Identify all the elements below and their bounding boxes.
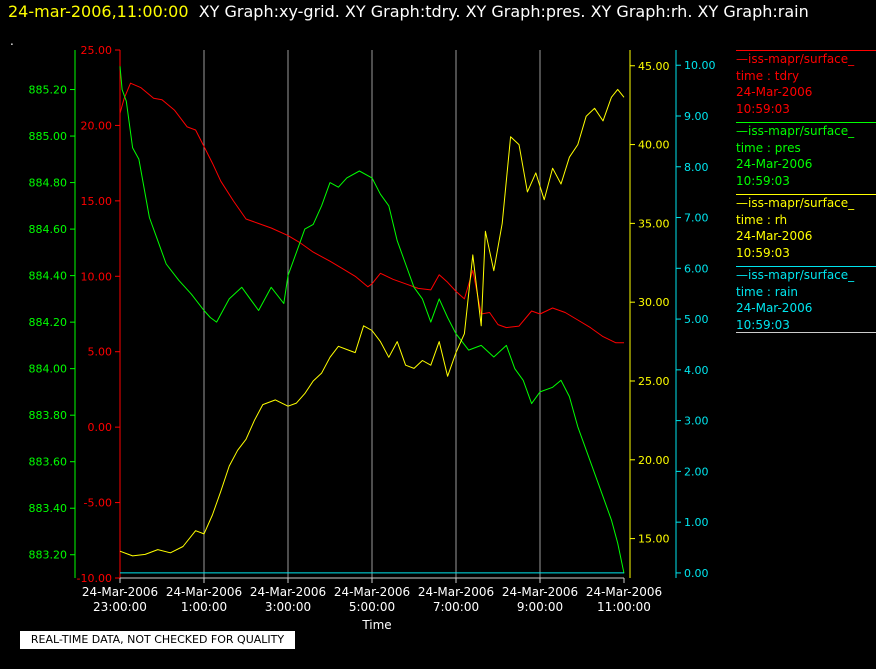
rh-tick-label: 35.00 [638, 217, 670, 230]
tdry-tick-label: 10.00 [81, 270, 113, 283]
legend-series-name: —iss-mapr/surface_ [736, 124, 855, 138]
x-tick-label: 23:00:00 [93, 600, 147, 614]
header-timestamp: 24-mar-2006,11:00:00 [8, 2, 189, 21]
legend-time: 10:59:03 [736, 173, 790, 188]
legend-date: 24-Mar-2006 [736, 85, 813, 99]
rain-tick-label: 6.00 [684, 262, 709, 275]
pres-tick-label: 884.00 [29, 363, 68, 376]
x-tick-label: 24-Mar-2006 [502, 585, 578, 599]
legend-time: 10:59:03 [736, 101, 790, 116]
rh-series-line [119, 88, 625, 557]
legend-date: 24-Mar-2006 [736, 157, 813, 171]
stray-mark: . [10, 34, 14, 48]
rh-tick-label: 15.00 [638, 533, 670, 546]
rh-tick-label: 25.00 [638, 375, 670, 388]
x-tick-label: 24-Mar-2006 [166, 585, 242, 599]
legend-series-name: —iss-mapr/surface_ [736, 52, 855, 66]
x-tick-label: 5:00:00 [349, 600, 395, 614]
legend-separator [736, 194, 876, 195]
legend-separator [736, 266, 876, 267]
legend-date: 24-Mar-2006 [736, 229, 813, 243]
x-tick-label: 24-Mar-2006 [418, 585, 494, 599]
pres-tick-label: 884.40 [29, 270, 68, 283]
rain-tick-label: 9.00 [684, 110, 709, 123]
legend-series-name: —iss-mapr/surface_ [736, 196, 855, 210]
legend-pres: —iss-mapr/surface_ time : pres 24-Mar-20… [736, 122, 876, 189]
pres-tick-label: 885.00 [29, 130, 68, 143]
rain-tick-label: 8.00 [684, 161, 709, 174]
x-tick-label: 24-Mar-2006 [334, 585, 410, 599]
legend-field: time : pres [736, 140, 801, 155]
x-axis-title: Time [361, 618, 391, 632]
tdry-tick-label: -10.00 [77, 572, 112, 585]
legend-rh: —iss-mapr/surface_ time : rh 24-Mar-2006… [736, 194, 876, 261]
rain-tick-label: 2.00 [684, 465, 709, 478]
rain-tick-label: 1.00 [684, 516, 709, 529]
x-tick-label: 11:00:00 [597, 600, 651, 614]
pres-tick-label: 883.60 [29, 456, 68, 469]
rh-tick-label: 20.00 [638, 454, 670, 467]
quality-notice: REAL-TIME DATA, NOT CHECKED FOR QUALITY [20, 631, 295, 649]
legend-series-name: —iss-mapr/surface_ [736, 268, 855, 282]
chart-header: 24-mar-2006,11:00:00 XY Graph:xy-grid. X… [8, 2, 809, 21]
rain-tick-label: 7.00 [684, 212, 709, 225]
x-tick-label: 24-Mar-2006 [250, 585, 326, 599]
tdry-tick-label: 0.00 [88, 421, 113, 434]
tdry-series-line [119, 82, 624, 344]
rain-tick-label: 4.00 [684, 364, 709, 377]
x-tick-label: 9:00:00 [517, 600, 563, 614]
x-tick-label: 24-Mar-2006 [586, 585, 662, 599]
pres-tick-label: 884.80 [29, 177, 68, 190]
x-tick-label: 1:00:00 [181, 600, 227, 614]
tdry-tick-label: 5.00 [88, 346, 113, 359]
rain-tick-label: 3.00 [684, 415, 709, 428]
pres-tick-label: 884.60 [29, 223, 68, 236]
pres-tick-label: 885.20 [29, 84, 68, 97]
tdry-tick-label: -5.00 [84, 497, 112, 510]
rh-tick-label: 40.00 [638, 139, 670, 152]
legend-time: 10:59:03 [736, 317, 790, 332]
x-tick-label: 24-Mar-2006 [82, 585, 158, 599]
tdry-tick-label: 25.00 [81, 44, 113, 57]
pres-tick-label: 883.80 [29, 409, 68, 422]
tdry-tick-label: 20.00 [81, 119, 113, 132]
header-graph-titles: XY Graph:xy-grid. XY Graph:tdry. XY Grap… [198, 2, 809, 21]
pres-series-line [119, 66, 625, 574]
pres-tick-label: 883.40 [29, 502, 68, 515]
legend-rain: —iss-mapr/surface_ time : rain 24-Mar-20… [736, 266, 876, 333]
pres-tick-label: 884.20 [29, 316, 68, 329]
rain-tick-label: 10.00 [684, 59, 716, 72]
rh-tick-label: 45.00 [638, 60, 670, 73]
rh-tick-label: 30.00 [638, 296, 670, 309]
legend-field: time : rh [736, 212, 788, 227]
legend-date: 24-Mar-2006 [736, 301, 813, 315]
rain-tick-label: 5.00 [684, 313, 709, 326]
legend-field: time : rain [736, 284, 799, 299]
rain-tick-label: 0.00 [684, 567, 709, 580]
legend-field: time : tdry [736, 68, 800, 83]
legend-separator [736, 50, 876, 51]
x-tick-label: 7:00:00 [433, 600, 479, 614]
legend-bottom-separator [736, 332, 876, 333]
legend-tdry: —iss-mapr/surface_ time : tdry 24-Mar-20… [736, 50, 876, 117]
pres-tick-label: 883.20 [29, 549, 68, 562]
legend-time: 10:59:03 [736, 245, 790, 260]
legend-separator [736, 122, 876, 123]
x-tick-label: 3:00:00 [265, 600, 311, 614]
tdry-tick-label: 15.00 [81, 195, 113, 208]
